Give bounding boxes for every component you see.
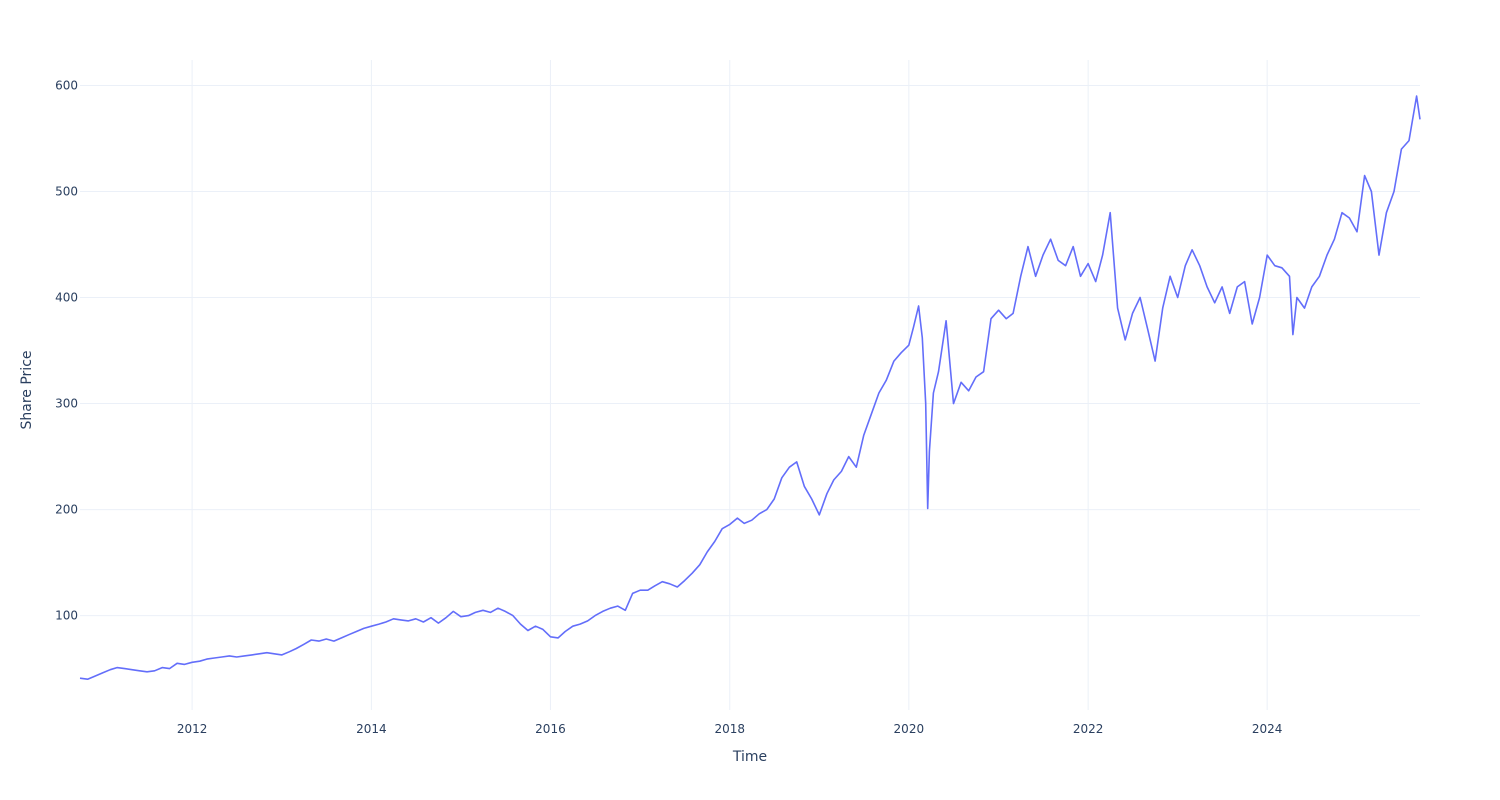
x-tick-label: 2014 [356, 722, 387, 736]
y-gridlines [80, 84, 1420, 617]
plot-background [80, 60, 1420, 710]
y-tick-label: 100 [55, 609, 78, 623]
x-tick-label: 2020 [894, 722, 925, 736]
x-tick-label: 2012 [177, 722, 208, 736]
series-layer [79, 95, 1421, 680]
x-gridlines [191, 60, 1268, 710]
y-tick-label: 400 [55, 291, 78, 305]
x-tick-label: 2018 [714, 722, 745, 736]
y-tick-labels: 100 200 300 400 500 600 [55, 78, 78, 622]
x-tick-label: 2016 [535, 722, 566, 736]
y-tick-label: 200 [55, 503, 78, 517]
y-tick-label: 500 [55, 184, 78, 198]
y-tick-label: 600 [55, 78, 78, 92]
x-tick-labels: 2012 2014 2016 2018 2020 2022 2024 [177, 722, 1283, 736]
x-axis-title: Time [732, 749, 767, 765]
x-tick-label: 2022 [1073, 722, 1104, 736]
series-line [79, 95, 1421, 680]
y-tick-label: 300 [55, 397, 78, 411]
x-tick-label: 2024 [1252, 722, 1283, 736]
y-axis-title: Share Price [19, 350, 35, 429]
